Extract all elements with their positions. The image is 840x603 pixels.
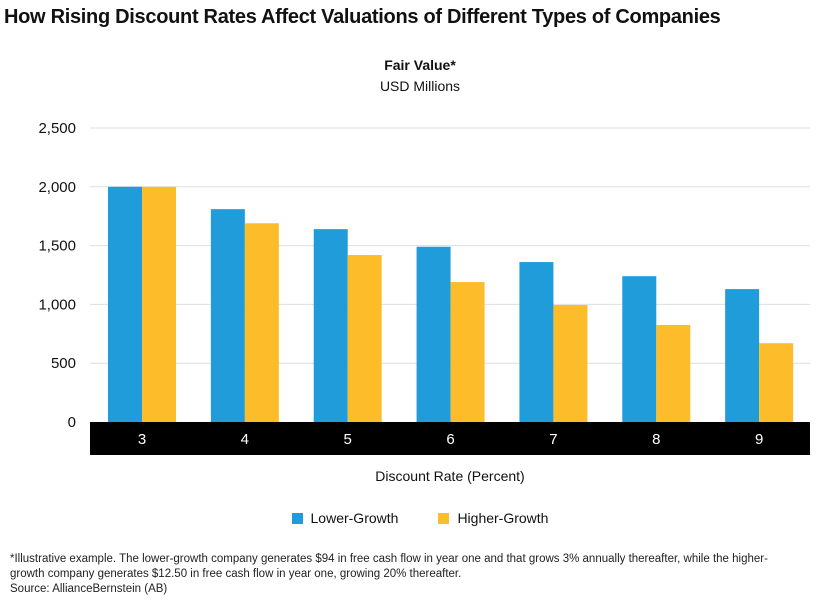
legend-label-lower-growth: Lower-Growth (310, 510, 399, 526)
bar-lower-growth-5 (313, 229, 348, 422)
x-tick-label: 4 (241, 431, 249, 448)
x-axis-label: Discount Rate (Percent) (375, 468, 524, 484)
legend: Lower-Growth Higher-Growth (0, 510, 840, 526)
legend-item-lower-growth: Lower-Growth (291, 510, 399, 526)
bar-higher-growth-7 (553, 304, 588, 422)
bar-lower-growth-7 (519, 262, 554, 422)
x-tick-label: 6 (446, 431, 454, 448)
legend-item-higher-growth: Higher-Growth (438, 510, 548, 526)
x-tick-label: 5 (344, 431, 352, 448)
y-tick-label: 2,000 (38, 179, 76, 196)
y-tick-label: 2,500 (38, 120, 76, 137)
x-tick-label: 9 (755, 431, 763, 448)
bar-lower-growth-8 (622, 276, 657, 422)
bar-higher-growth-6 (450, 282, 485, 422)
bar-lower-growth-3 (108, 186, 142, 422)
bar-higher-growth-3 (142, 186, 176, 422)
legend-label-higher-growth: Higher-Growth (457, 510, 549, 526)
bar-higher-growth-4 (244, 223, 279, 422)
chart-unit: USD Millions (379, 78, 461, 94)
chart-title: How Rising Discount Rates Affect Valuati… (4, 6, 721, 28)
y-tick-label: 500 (51, 355, 76, 372)
bar-lower-growth-6 (416, 246, 451, 422)
x-tick-label: 7 (549, 431, 557, 448)
x-tick-label: 3 (138, 431, 146, 448)
bar-higher-growth-9 (759, 343, 794, 422)
bar-chart: 0 500 1,000 1,500 2,000 2,500 3 4 5 6 7 8 9 Discount … (38, 120, 810, 484)
legend-swatch-higher-growth (438, 512, 450, 524)
legend-swatch-lower-growth (291, 512, 303, 524)
y-tick-label: 0 (68, 414, 76, 431)
y-tick-label: 1,000 (38, 296, 76, 313)
bar-higher-growth-8 (656, 324, 691, 422)
footnote: *Illustrative example. The lower-growth … (10, 553, 768, 580)
x-tick-label: 8 (652, 431, 660, 448)
x-axis-band (90, 422, 810, 455)
source-note: Source: AllianceBernstein (AB) (10, 583, 168, 595)
bar-higher-growth-5 (347, 255, 382, 422)
y-tick-label: 1,500 (38, 238, 76, 255)
bar-lower-growth-4 (210, 209, 245, 422)
bar-lower-growth-9 (725, 289, 760, 422)
chart-subtitle: Fair Value* (384, 57, 456, 73)
